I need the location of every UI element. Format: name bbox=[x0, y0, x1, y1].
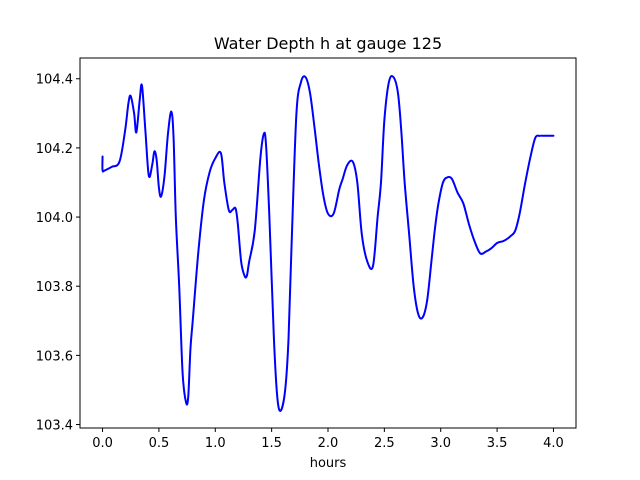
chart-title: Water Depth h at gauge 125 bbox=[214, 34, 442, 53]
x-tick-label: 3.5 bbox=[487, 436, 508, 451]
y-tick-label: 104.0 bbox=[36, 211, 73, 226]
x-tick-label: 1.0 bbox=[205, 436, 226, 451]
x-axis: 0.0 0.5 1.0 1.5 2.0 2.5 3.0 3.5 4.0 bbox=[92, 428, 564, 451]
y-tick-label: 103.6 bbox=[36, 349, 73, 364]
x-axis-label: hours bbox=[310, 456, 347, 471]
x-tick-label: 0.0 bbox=[92, 436, 113, 451]
x-tick-label: 3.0 bbox=[430, 436, 451, 451]
y-tick-label: 104.4 bbox=[36, 73, 73, 88]
y-tick-label: 104.2 bbox=[36, 142, 73, 157]
y-axis: 103.4 103.6 103.8 104.0 104.2 104.4 bbox=[36, 73, 80, 434]
y-tick-label: 103.8 bbox=[36, 280, 73, 295]
x-tick-label: 1.5 bbox=[261, 436, 282, 451]
x-tick-label: 4.0 bbox=[543, 436, 564, 451]
x-tick-label: 0.5 bbox=[149, 436, 170, 451]
x-tick-label: 2.5 bbox=[374, 436, 395, 451]
plot-area bbox=[101, 75, 555, 412]
y-tick-label: 103.4 bbox=[36, 419, 73, 434]
x-tick-label: 2.0 bbox=[318, 436, 339, 451]
series-line-water-depth bbox=[101, 75, 555, 412]
axes-frame bbox=[79, 57, 577, 429]
